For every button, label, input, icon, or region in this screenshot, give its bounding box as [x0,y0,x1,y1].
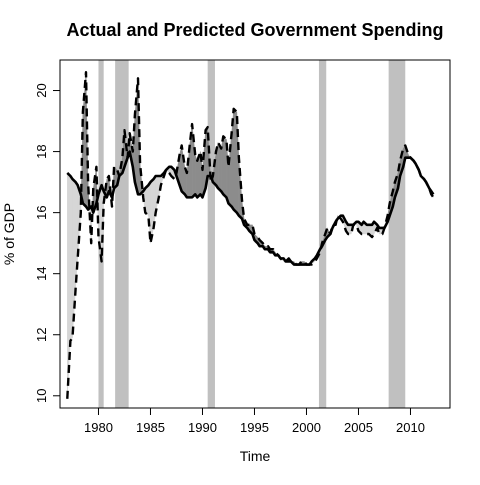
gap-fill-segment [237,112,239,216]
x-tick-label: 1985 [136,420,165,435]
gap-fill-segment [89,207,91,244]
gap-fill-segment [156,176,159,213]
gap-fill-segment [76,182,78,289]
x-tick-label: 2005 [344,420,373,435]
gap-fill-segment [367,225,369,234]
y-tick-label: 12 [34,328,49,342]
gap-fill-segment [182,145,185,194]
recession-band-2 [115,60,129,408]
gap-fill-segment [234,109,237,213]
y-tick-label: 16 [34,205,49,219]
x-tick-label: 2010 [396,420,425,435]
y-axis: 10 12 14 16 18 20 [34,83,60,403]
gap-fill-segment [218,142,221,191]
y-tick-label: 20 [34,83,49,97]
y-tick-label: 14 [34,266,49,280]
x-tick-label: 1980 [84,420,113,435]
x-tick-label: 1990 [188,420,217,435]
x-tick-label: 2000 [292,420,321,435]
recession-band-5 [389,60,406,408]
y-tick-label: 10 [34,389,49,403]
gap-fill-segment [154,176,156,228]
y-axis-label: % of GDP [1,203,17,265]
gap-fill-segment [221,136,223,194]
y-tick-label: 18 [34,144,49,158]
x-axis: 1980 1985 1990 1995 2000 2005 2010 [84,408,425,435]
x-tick-label: 1995 [240,420,269,435]
recession-band-3 [208,60,215,408]
gap-fill-segment [70,176,72,341]
chart-title: Actual and Predicted Government Spending [66,20,443,40]
x-axis-label: Time [240,448,271,464]
